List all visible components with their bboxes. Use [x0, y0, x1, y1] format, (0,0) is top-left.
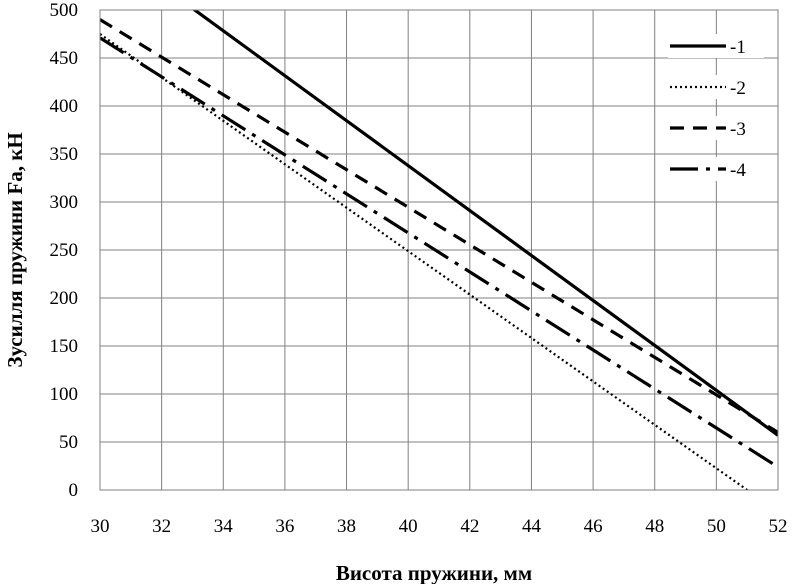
y-tick-label: 300	[50, 192, 79, 213]
series-line-3	[100, 18, 778, 434]
legend-label-2: -2	[730, 78, 746, 99]
y-tick-label: 100	[50, 384, 79, 405]
y-tick-label: 0	[69, 480, 79, 501]
x-axis-title: Висота пружини, мм	[336, 561, 532, 584]
x-tick-label: 42	[460, 516, 479, 537]
y-tick-labels: 0 50 100 150 200 250 300 350 400 450 500	[50, 0, 79, 501]
x-tick-label: 32	[152, 516, 171, 537]
x-tick-label: 50	[707, 516, 726, 537]
series-line-1	[192, 10, 778, 437]
series-line-4	[100, 36, 778, 469]
y-axis-title: Зусилля пружини Fa, кН	[3, 132, 27, 367]
series-lines	[100, 10, 778, 490]
x-tick-label: 44	[522, 516, 542, 537]
legend-label-1: -1	[730, 37, 746, 58]
x-tick-label: 38	[337, 516, 356, 537]
y-tick-label: 350	[50, 144, 79, 165]
y-tick-label: 250	[50, 240, 79, 261]
y-tick-label: 400	[50, 96, 79, 117]
y-tick-label: 450	[50, 48, 79, 69]
x-tick-label: 36	[275, 516, 294, 537]
legend: -1 -2 -3 -4	[668, 34, 764, 181]
x-tick-label: 52	[769, 516, 788, 537]
y-tick-label: 500	[50, 0, 79, 21]
x-tick-label: 34	[214, 516, 234, 537]
plot-frame	[99, 9, 779, 491]
x-tick-labels: 30 32 34 36 38 40 42 44 46 48 50 52	[91, 516, 788, 537]
y-tick-label: 200	[50, 288, 79, 309]
x-tick-label: 48	[645, 516, 664, 537]
series-line-2	[100, 33, 748, 490]
x-tick-label: 40	[399, 516, 418, 537]
y-tick-label: 150	[50, 336, 79, 357]
legend-label-3: -3	[730, 119, 746, 140]
y-tick-label: 50	[59, 432, 78, 453]
x-tick-label: 30	[91, 516, 110, 537]
x-tick-label: 46	[584, 516, 603, 537]
legend-label-4: -4	[730, 160, 746, 181]
